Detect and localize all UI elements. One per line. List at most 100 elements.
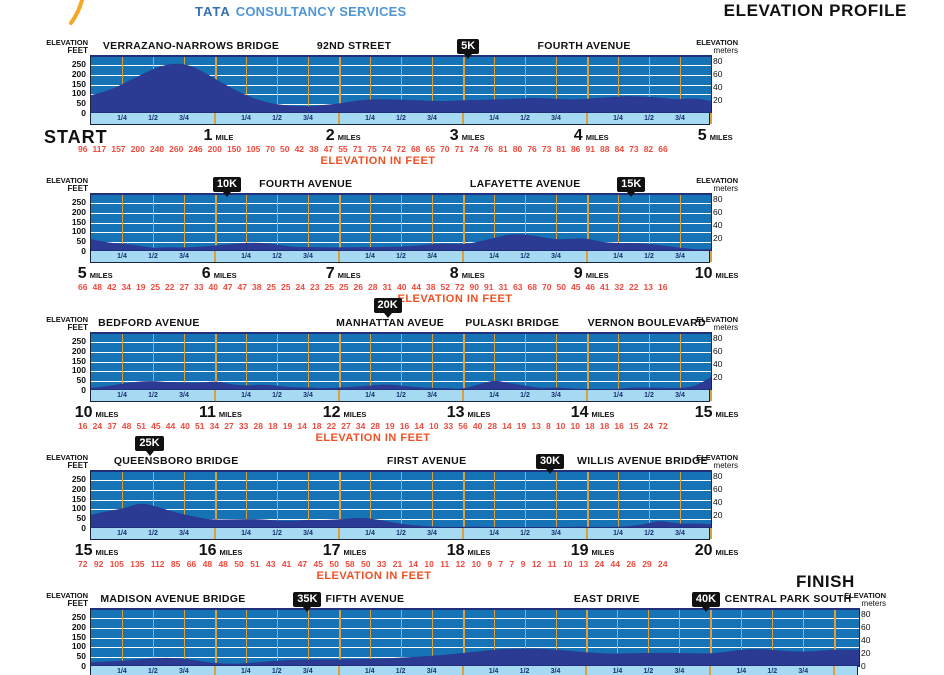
elevation-value: 135	[130, 559, 145, 569]
elevation-value: 38	[252, 282, 262, 292]
gridline-vertical	[463, 195, 465, 252]
elevation-values-row: 72 92 105 135 112 85 66 48 48 50 51 43 41 47 45 50 58 50 3…	[78, 559, 668, 569]
mile-tick	[710, 251, 712, 262]
quarter-label: 3/4	[675, 253, 685, 260]
elevation-value: 28	[368, 282, 378, 292]
gridline-vertical	[525, 334, 526, 391]
elevation-value: 18	[599, 421, 610, 431]
street-label: MADISON AVENUE BRIDGE	[100, 593, 246, 605]
quarter-label: 1/2	[396, 115, 406, 122]
quarter-label: 1/2	[272, 392, 282, 399]
quarter-label: 1/4	[365, 392, 375, 399]
street-label: FIRST AVENUE	[386, 455, 467, 467]
gridline-vertical	[307, 610, 309, 667]
quarter-label: 3/4	[303, 392, 313, 399]
gridline-vertical	[122, 334, 123, 391]
elevation-value: 28	[253, 421, 263, 431]
quarter-mile-strip: 1/4 1/2 3/4 1/4 1/2 3/4 1/4 1/2 3/4 1/4 1/2 3/4 1/4 1…	[90, 112, 712, 125]
elevation-value: 76	[483, 144, 494, 154]
feet-tick-250: 250	[71, 196, 86, 207]
quarter-label: 1/2	[272, 253, 282, 260]
gridline-vertical	[556, 57, 557, 114]
elevation-value: 51	[250, 559, 260, 569]
quarter-label: 1/2	[148, 392, 158, 399]
elevation-value: 33	[443, 421, 454, 431]
street-label: FIFTH AVENUE	[325, 593, 405, 605]
feet-tick-0: 0	[81, 108, 86, 118]
elevation-value: 31	[382, 282, 392, 292]
elevation-value: 51	[136, 421, 146, 431]
gridline-vertical	[214, 610, 217, 667]
mile-number: 11	[199, 404, 216, 421]
elevation-value: 105	[109, 559, 124, 569]
quarter-mile-strip: 1/4 1/2 3/4 1/4 1/2 3/4 1/4 1/2 3/4 1/4 1/2 3/4 1/4 1…	[90, 665, 858, 675]
profile-fill-path	[91, 503, 711, 529]
elevation-value: 74	[469, 144, 479, 154]
elevation-value: 25	[150, 282, 160, 292]
mile-label-7: 7 MILES	[326, 265, 361, 283]
street-label: VERNON BOULEVARD	[587, 317, 706, 329]
elevation-value: 27	[224, 421, 234, 431]
gridline-vertical	[493, 610, 495, 667]
elevation-value: 14	[408, 559, 419, 569]
y-axis-left-title: ELEVATION FEET	[0, 177, 88, 193]
meters-label: meters	[713, 184, 738, 193]
quarter-label: 3/4	[427, 530, 437, 537]
feet-tick-150: 150	[71, 631, 86, 642]
elevation-value: 55	[338, 144, 348, 154]
elevation-value: 7	[509, 559, 515, 569]
gridline-vertical	[276, 610, 278, 667]
gridline-vertical	[618, 334, 619, 391]
elevation-value: 14	[297, 421, 307, 431]
mile-number: 1	[203, 127, 213, 144]
elevation-value: 66	[186, 559, 197, 569]
elevation-value: 70	[265, 144, 275, 154]
gridline-vertical	[370, 57, 371, 114]
mile-unit: MILES	[219, 548, 243, 557]
quarter-label: 3/4	[798, 668, 809, 675]
k-marker-15K: 15K	[614, 174, 648, 197]
gridline-vertical	[649, 57, 650, 114]
elevation-value: 47	[237, 282, 247, 292]
quarter-label: 1/2	[520, 530, 530, 537]
k-marker-box: 30K	[535, 454, 565, 469]
elevation-value: 50	[329, 559, 339, 569]
gridline-vertical	[401, 472, 402, 529]
feet-tick-0: 0	[81, 661, 86, 671]
elevation-value: 50	[556, 282, 566, 292]
y-axis-right-title: ELEVATION meters	[832, 592, 886, 608]
gridline-vertical	[432, 57, 433, 114]
mile-number: START	[44, 127, 108, 147]
elevation-value: 117	[92, 144, 107, 154]
quarter-label: 3/4	[427, 253, 437, 260]
mile-unit: MILES	[213, 271, 237, 280]
gridline-vertical	[618, 472, 619, 529]
quarter-label: 1/2	[148, 668, 158, 675]
quarter-label: 3/4	[675, 115, 685, 122]
elevation-value: 13	[643, 282, 653, 292]
gridline-horizontal-100	[91, 647, 859, 649]
elevation-label: ELEVATION	[696, 453, 738, 462]
quarter-label: 3/4	[551, 530, 561, 537]
gridline-vertical	[555, 610, 557, 667]
gridline-vertical	[494, 57, 495, 114]
elevation-value: 13	[531, 421, 541, 431]
gridline-vertical	[401, 195, 402, 252]
k-marker-box: 40K	[691, 592, 721, 607]
mile-label-19: 19 MILES	[571, 542, 615, 560]
feet-tick-250: 250	[71, 473, 86, 484]
gridline-vertical	[215, 472, 217, 529]
k-marker-pointer-icon	[701, 607, 710, 612]
gridline-vertical	[649, 472, 650, 529]
mile-number: 18	[446, 542, 465, 559]
mile-label-2: 2 MILES	[326, 127, 361, 145]
quarter-label: 1/4	[117, 530, 127, 537]
gridline-vertical	[370, 472, 371, 529]
feet-tick-100: 100	[71, 641, 86, 652]
feet-tick-200: 200	[71, 483, 86, 494]
feet-tick-100: 100	[71, 503, 86, 514]
profile-fill-path	[91, 376, 711, 391]
feet-tick-250: 250	[71, 335, 86, 346]
quarter-label: 1/2	[644, 392, 654, 399]
feet-label: FEET	[67, 461, 88, 470]
